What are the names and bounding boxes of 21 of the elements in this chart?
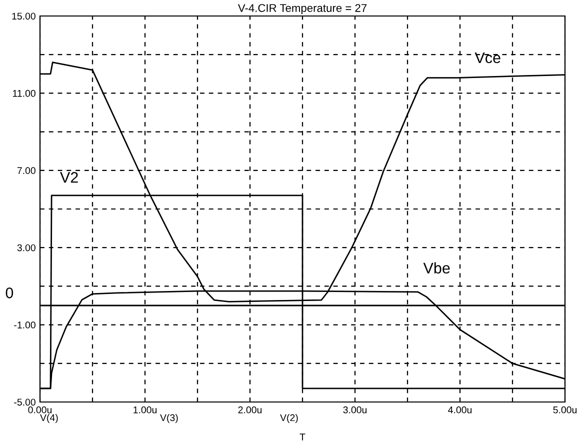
ref-line-label: 0 — [6, 287, 14, 298]
x-tick-label: 5.00u — [553, 406, 577, 414]
x-tick-label: 1.00u — [134, 406, 157, 414]
text: V(3) — [160, 414, 178, 424]
y-tick-label: 11.00 — [12, 90, 36, 97]
series-label: V2 — [60, 172, 78, 183]
x-tick-label: 0.00u — [28, 406, 52, 414]
chart-title: V-4.CIR Temperature = 27 — [238, 4, 367, 14]
x-tick-label: 3.00u — [343, 406, 367, 414]
y-tick-label: -5.00 — [14, 398, 36, 406]
x-tick-label: 2.00u — [238, 406, 262, 414]
text: V(4) — [40, 414, 58, 424]
y-tick-label: 7.00 — [17, 167, 36, 174]
y-tick-label: 15.00 — [12, 12, 36, 20]
series-label: Vbe — [423, 262, 450, 274]
x-tick-label: 4.00u — [448, 406, 472, 414]
text: V(2) — [280, 414, 298, 424]
x-axis-title: T — [300, 434, 306, 440]
series-label: Vce — [474, 52, 500, 64]
y-tick-label: 3.00 — [17, 244, 36, 252]
y-tick-label: -1.00 — [14, 322, 36, 328]
